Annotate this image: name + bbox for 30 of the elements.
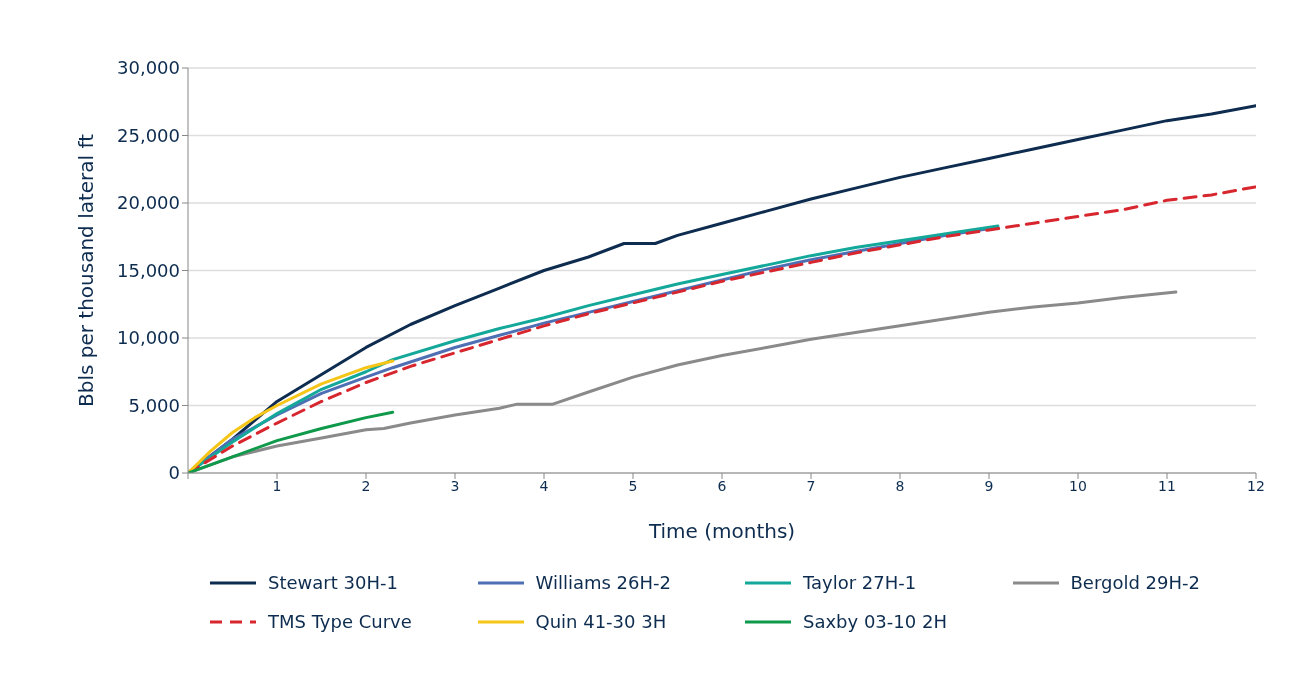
legend-label: Stewart 30H-1 <box>268 572 398 593</box>
y-tick-label: 15,000 <box>117 259 180 281</box>
legend-label: Taylor 27H-1 <box>803 572 917 593</box>
x-axis-title: Time (months) <box>647 519 796 543</box>
legend-label: Saxby 03-10 2H <box>803 611 947 632</box>
y-tick-label: 5,000 <box>128 394 180 416</box>
x-tick-label: 6 <box>717 477 727 494</box>
x-tick-label: 9 <box>984 477 994 494</box>
y-tick-label: 20,000 <box>117 192 180 214</box>
x-tick-label: 10 <box>1069 477 1087 494</box>
y-tick-label: 25,000 <box>117 124 180 146</box>
y-axis-title: Bbls per thousand lateral ft <box>74 133 98 408</box>
y-tick-label: 0 <box>168 462 180 484</box>
x-tick-label: 4 <box>539 477 549 494</box>
x-tick-label: 12 <box>1247 477 1265 494</box>
x-tick-label: 2 <box>361 477 371 494</box>
x-tick-label: 7 <box>806 477 816 494</box>
line-series <box>188 359 395 473</box>
line-series <box>188 410 395 473</box>
x-tick-label: 5 <box>628 477 638 494</box>
y-tick-label: 30,000 <box>117 57 180 79</box>
x-tick-label: 11 <box>1158 477 1176 494</box>
x-tick-label: 3 <box>450 477 460 494</box>
legend-label: TMS Type Curve <box>268 611 412 632</box>
y-tick-label: 10,000 <box>117 327 180 349</box>
legend-label: Williams 26H-2 <box>535 572 671 593</box>
x-tick-label: 1 <box>272 477 282 494</box>
legend-label: Quin 41-30 3H <box>535 611 667 632</box>
x-tick-label: 8 <box>895 477 905 494</box>
legend-label: Bergold 29H-2 <box>1070 572 1200 593</box>
